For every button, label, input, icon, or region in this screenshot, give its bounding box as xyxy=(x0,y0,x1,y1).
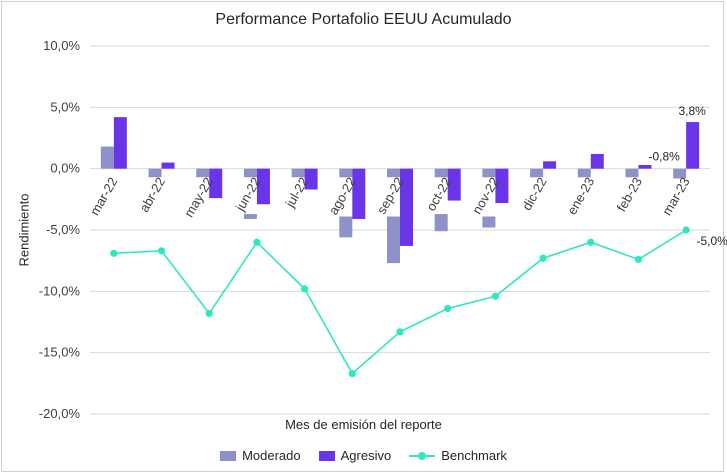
bar-agresivo-ene-23 xyxy=(590,153,604,169)
bar-moderado-jun-22 xyxy=(243,168,257,178)
point-benchmark-mar-22 xyxy=(110,249,118,257)
bar-agresivo-sep-22 xyxy=(400,168,413,246)
legend-label-moderado: Moderado xyxy=(242,448,301,463)
y-tick-label: -15,0% xyxy=(39,345,81,360)
bar-agresivo-jul-22 xyxy=(304,168,318,190)
bar-moderado-ago-22 xyxy=(339,168,353,178)
x-axis-label: Mes de emisión del reporte xyxy=(285,417,442,432)
y-tick-label: -10,0% xyxy=(39,283,81,298)
bar-moderado-ene-23 xyxy=(577,168,591,178)
legend-label-benchmark: Benchmark xyxy=(441,448,507,463)
bar-agresivo-ago-22 xyxy=(352,168,366,219)
x-tick-label-dic-22: dic-22 xyxy=(519,175,550,213)
data-label-agresivo: 3,8% xyxy=(678,104,706,118)
bar-moderado-segment-oct-22 xyxy=(434,214,448,232)
bar-agresivo-abr-22 xyxy=(161,162,175,169)
bar-agresivo-mar-23 xyxy=(686,122,700,169)
x-tick-label-jul-22: jul-22 xyxy=(282,175,311,211)
legend-item-benchmark: Benchmark xyxy=(409,448,507,463)
chart-title: Performance Portafolio EEUU Acumulado xyxy=(215,11,512,28)
point-benchmark-mar-23 xyxy=(682,226,690,234)
bar-agresivo-jun-22 xyxy=(256,168,270,205)
legend-swatch-benchmark xyxy=(409,451,436,461)
y-tick-label: -20,0% xyxy=(39,406,81,421)
x-tick-label-feb-23: feb-23 xyxy=(614,175,645,214)
point-benchmark-abr-22 xyxy=(157,247,166,255)
point-benchmark-may-22 xyxy=(205,309,213,318)
point-benchmark-jun-22 xyxy=(253,238,261,246)
point-benchmark-ene-23 xyxy=(587,238,595,246)
point-benchmark-dic-22 xyxy=(539,254,547,262)
bar-agresivo-may-22 xyxy=(209,168,223,199)
bar-moderado-nov-22 xyxy=(482,168,496,178)
bar-agresivo-oct-22 xyxy=(447,168,461,201)
bar-moderado-oct-22 xyxy=(434,168,448,178)
x-tick-label-ene-23: ene-23 xyxy=(564,175,597,218)
bar-agresivo-feb-23 xyxy=(638,164,652,169)
bar-moderado-abr-22 xyxy=(148,168,162,178)
y-tick-label: 0,0% xyxy=(50,161,80,176)
y-axis-label: Rendimiento xyxy=(16,193,32,267)
bar-moderado-mar-22 xyxy=(100,146,114,169)
bar-moderado-feb-23 xyxy=(625,168,639,178)
bar-moderado-sep-22 xyxy=(387,168,400,178)
y-tick-label: 10,0% xyxy=(43,38,80,53)
point-benchmark-nov-22 xyxy=(491,292,499,300)
bar-moderado-jul-22 xyxy=(291,168,305,178)
y-tick-label: 5,0% xyxy=(50,99,80,114)
bar-agresivo-nov-22 xyxy=(495,168,509,204)
point-benchmark-sep-22 xyxy=(396,328,404,336)
legend: Moderado Agresivo Benchmark xyxy=(0,448,727,463)
bar-moderado-segment-ago-22 xyxy=(339,216,353,238)
series-line-benchmark xyxy=(113,229,687,375)
legend-item-agresivo: Agresivo xyxy=(318,448,392,463)
bar-moderado-segment-jun-22 xyxy=(243,214,257,219)
point-benchmark-ago-22 xyxy=(348,369,356,378)
legend-swatch-agresivo xyxy=(318,450,335,461)
x-tick-label-abr-22: abr-22 xyxy=(136,175,168,215)
data-label-moderado: -0,8% xyxy=(648,150,680,164)
bar-moderado-segment-nov-22 xyxy=(482,216,496,228)
bar-moderado-segment-sep-22 xyxy=(387,216,400,264)
point-benchmark-jul-22 xyxy=(301,285,309,293)
bar-agresivo-mar-22 xyxy=(113,117,127,169)
legend-item-moderado: Moderado xyxy=(220,448,301,463)
bar-moderado-may-22 xyxy=(196,168,210,178)
y-tick-label: -5,0% xyxy=(46,222,80,237)
x-tick-label-mar-23: mar-23 xyxy=(659,175,693,218)
data-label-benchmark: -5,0% xyxy=(696,234,727,248)
bar-moderado-dic-22 xyxy=(530,168,544,178)
x-tick-label-mar-22: mar-22 xyxy=(87,175,121,218)
bar-moderado-mar-23 xyxy=(673,168,687,179)
legend-label-agresivo: Agresivo xyxy=(340,448,392,463)
point-benchmark-oct-22 xyxy=(444,304,452,313)
legend-swatch-moderado xyxy=(220,450,237,461)
point-benchmark-feb-23 xyxy=(634,255,643,264)
bar-agresivo-dic-22 xyxy=(543,161,557,169)
